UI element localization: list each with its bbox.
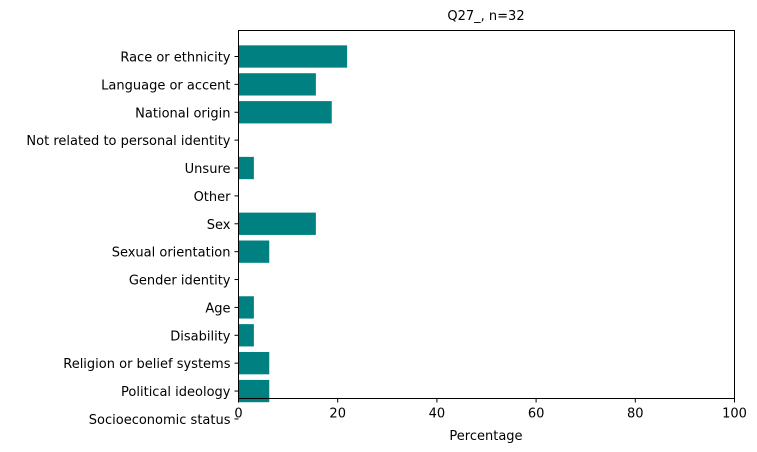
y-tick-label: Other [194, 190, 232, 205]
bar [238, 212, 316, 235]
y-tick-label: Race or ethnicity [120, 51, 230, 66]
y-tick-label: Religion or belief systems [63, 357, 230, 372]
y-tick-label: National origin [135, 106, 230, 121]
bar [238, 379, 270, 403]
bar [238, 324, 254, 347]
x-tick-label: 100 [722, 407, 747, 422]
bar [238, 240, 270, 263]
bar [238, 296, 254, 319]
y-axis-ticks: Race or ethnicity Language or accent Natio… [26, 51, 239, 428]
y-tick-label: Socioeconomic status [89, 413, 231, 428]
x-axis-ticks: 0 20 40 60 80 100 [234, 398, 747, 422]
x-tick-label: 40 [429, 407, 446, 422]
x-axis-label: Percentage [449, 429, 522, 444]
y-tick-label: Disability [170, 329, 231, 344]
y-tick-label: Unsure [185, 162, 231, 177]
y-tick-label: Sexual orientation [112, 246, 231, 261]
x-tick-label: 80 [627, 407, 644, 422]
y-tick-label: Age [205, 301, 230, 316]
y-tick-label: Political ideology [121, 385, 231, 400]
bar [238, 352, 270, 375]
bar [238, 101, 332, 124]
x-tick-label: 60 [528, 407, 545, 422]
bars-group [238, 45, 348, 403]
x-tick-label: 20 [329, 407, 346, 422]
chart-title: Q27_, n=32 [447, 9, 524, 24]
bar [238, 45, 348, 68]
plot-frame [238, 30, 735, 399]
y-tick-label: Not related to personal identity [26, 134, 230, 149]
bar [238, 73, 316, 96]
y-tick-label: Language or accent [101, 78, 230, 93]
x-tick-label: 0 [234, 407, 242, 422]
y-tick-label: Gender identity [129, 274, 231, 289]
bar [238, 156, 254, 180]
y-tick-label: Sex [207, 218, 231, 233]
